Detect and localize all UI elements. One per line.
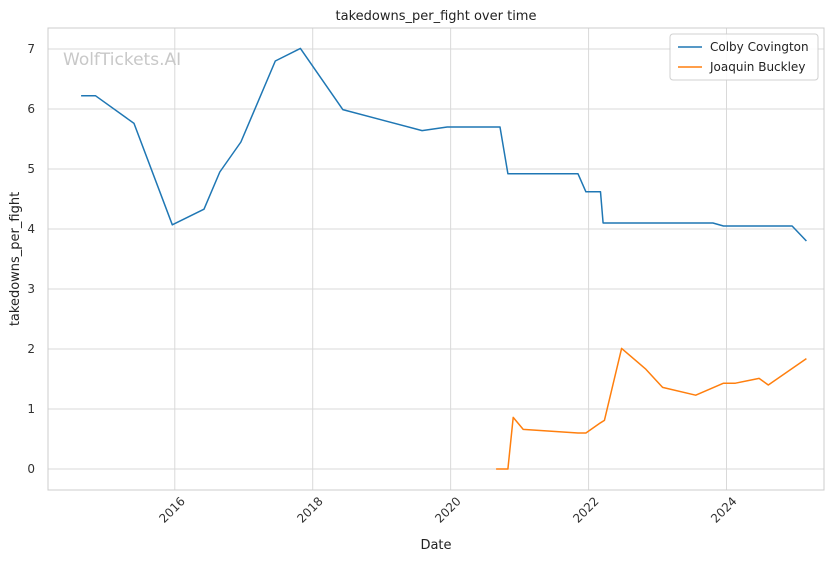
legend-box: [669, 33, 819, 81]
x-tick-label: 2022: [570, 494, 601, 525]
series-line-1: [81, 47, 807, 242]
y-tick-label: 4: [27, 222, 35, 236]
series-lines: [81, 47, 807, 470]
legend-label: Joaquin Buckley: [709, 60, 805, 74]
y-tick-label: 0: [27, 462, 35, 476]
plot-frame: [47, 27, 825, 491]
grid-lines: [48, 28, 824, 490]
x-axis-title: Date: [420, 538, 451, 553]
y-tick-label: 7: [27, 42, 35, 56]
y-tick-label: 2: [27, 342, 35, 356]
y-tick-label: 6: [27, 102, 35, 116]
y-tick-label: 3: [27, 282, 35, 296]
y-axis-title: takedowns_per_fight: [8, 192, 23, 326]
legend-label: Colby Covington: [710, 40, 809, 54]
x-tick-label: 2016: [156, 494, 187, 525]
series-line-2: [496, 347, 807, 470]
y-tick-label: 5: [27, 162, 35, 176]
axes: 0 1 2 3 4 5 6 7 2016 2018 2020 2022 2024: [27, 42, 739, 526]
x-tick-label: 2018: [294, 494, 325, 525]
y-tick-label: 1: [27, 402, 35, 416]
x-tick-label: 2020: [432, 494, 463, 525]
x-tick-label: 2024: [708, 494, 739, 525]
legend: Colby Covington Joaquin Buckley: [669, 33, 819, 81]
watermark: WolfTickets.AI: [63, 50, 181, 70]
chart-title: takedowns_per_fight over time: [336, 9, 537, 24]
